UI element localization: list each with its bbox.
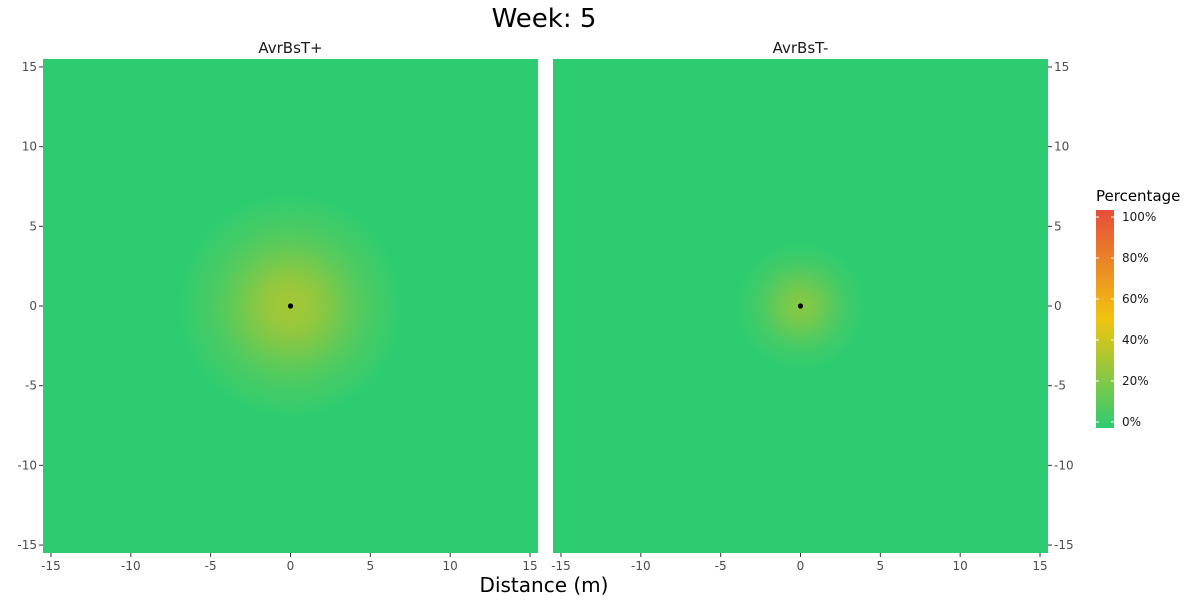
y-tick-label: -15 bbox=[17, 538, 37, 552]
x-tick-label: 10 bbox=[953, 559, 968, 573]
y-tick-label: 5 bbox=[1054, 219, 1062, 233]
y-tick-label: 0 bbox=[29, 299, 37, 313]
x-tick-label: 0 bbox=[287, 559, 295, 573]
x-tick-label: 15 bbox=[522, 559, 537, 573]
y-tick-label: 10 bbox=[22, 140, 37, 154]
legend-label: 80% bbox=[1122, 251, 1149, 265]
y-tick-label: 15 bbox=[1054, 60, 1069, 74]
y-tick-label: -5 bbox=[1054, 379, 1066, 393]
center-point bbox=[797, 303, 804, 309]
legend-colorbar bbox=[1096, 210, 1114, 428]
y-tick-label: 10 bbox=[1054, 140, 1069, 154]
x-tick-label: 15 bbox=[1032, 559, 1047, 573]
x-tick-label: 5 bbox=[367, 559, 375, 573]
legend-label: 100% bbox=[1122, 210, 1156, 224]
y-tick-label: -5 bbox=[25, 379, 37, 393]
panel-strip-label: AvrBsT- bbox=[773, 39, 829, 57]
y-tick-label: 15 bbox=[22, 60, 37, 74]
chart-title: Week: 5 bbox=[492, 4, 597, 34]
legend-label: 0% bbox=[1122, 415, 1141, 429]
legend-title: Percentage bbox=[1096, 187, 1180, 205]
x-tick-label: 0 bbox=[797, 559, 805, 573]
legend: Percentage 0% 20% 40% 60% 80% 100% bbox=[1096, 187, 1180, 429]
legend-label: 40% bbox=[1122, 333, 1149, 347]
panel-1: AvrBsT+ -15 -10 -5 0 5 10 15 -15 -10 -5 0 5 10 15 bbox=[17, 39, 538, 573]
x-tick-label: -15 bbox=[41, 559, 61, 573]
y-tick-label: -10 bbox=[1054, 458, 1074, 472]
y-tick-label: 5 bbox=[29, 219, 37, 233]
legend-label: 20% bbox=[1122, 374, 1149, 388]
x-tick-label: 5 bbox=[877, 559, 885, 573]
x-axis-title: Distance (m) bbox=[480, 573, 609, 597]
x-tick-label: 10 bbox=[443, 559, 458, 573]
x-tick-label: -5 bbox=[205, 559, 217, 573]
x-tick-label: -10 bbox=[631, 559, 651, 573]
x-tick-label: -15 bbox=[551, 559, 571, 573]
legend-label: 60% bbox=[1122, 292, 1149, 306]
x-tick-label: -10 bbox=[121, 559, 141, 573]
panel-2: AvrBsT- -15 -10 -5 0 5 10 15 -15 -10 -5 0 5 10 15 bbox=[551, 39, 1073, 573]
panel-strip-label: AvrBsT+ bbox=[258, 39, 322, 57]
center-point bbox=[287, 303, 294, 309]
y-tick-label: 0 bbox=[1054, 299, 1062, 313]
y-tick-label: -10 bbox=[17, 458, 37, 472]
x-tick-label: -5 bbox=[715, 559, 727, 573]
y-tick-label: -15 bbox=[1054, 538, 1074, 552]
